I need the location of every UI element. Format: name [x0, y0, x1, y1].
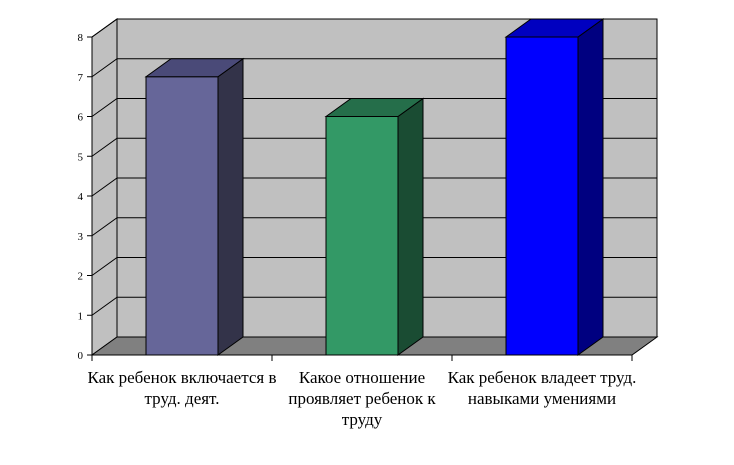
bar-side [577, 18, 604, 356]
y-tick-label: 5 [78, 151, 84, 163]
gridline [91, 137, 657, 157]
bar-side [397, 97, 424, 356]
gridline [91, 257, 657, 276]
gridlines [91, 18, 657, 316]
bar-front [325, 116, 399, 356]
y-tick-label: 7 [78, 72, 84, 84]
bar [504, 18, 605, 356]
category-label: Как ребенок владеет труд. навыками умени… [447, 368, 637, 408]
gridline [91, 217, 657, 237]
gridline [91, 177, 657, 197]
bar-side [217, 57, 244, 356]
category-label: Как ребенок включается в труд. деят. [87, 368, 277, 408]
bar-top [144, 58, 245, 78]
bar-top [324, 98, 425, 117]
category-label: Какое отношение проявляет ребенок к труд… [288, 368, 436, 429]
bar [324, 97, 425, 356]
y-tick-label: 8 [78, 32, 84, 44]
bar-front [505, 36, 579, 356]
y-tick-label: 1 [78, 310, 84, 322]
y-tick-label: 6 [78, 112, 84, 124]
y-tick-label: 0 [78, 350, 84, 362]
gridline [91, 98, 657, 117]
y-tick-label: 2 [78, 271, 84, 283]
bar-top [504, 18, 605, 38]
gridline [91, 58, 657, 78]
y-tick-label: 3 [78, 231, 84, 243]
gridline [91, 296, 657, 316]
bars [144, 18, 605, 356]
bar-front [145, 76, 219, 356]
bar [144, 57, 245, 356]
y-tick-label: 4 [78, 191, 84, 203]
gridline [91, 18, 657, 38]
